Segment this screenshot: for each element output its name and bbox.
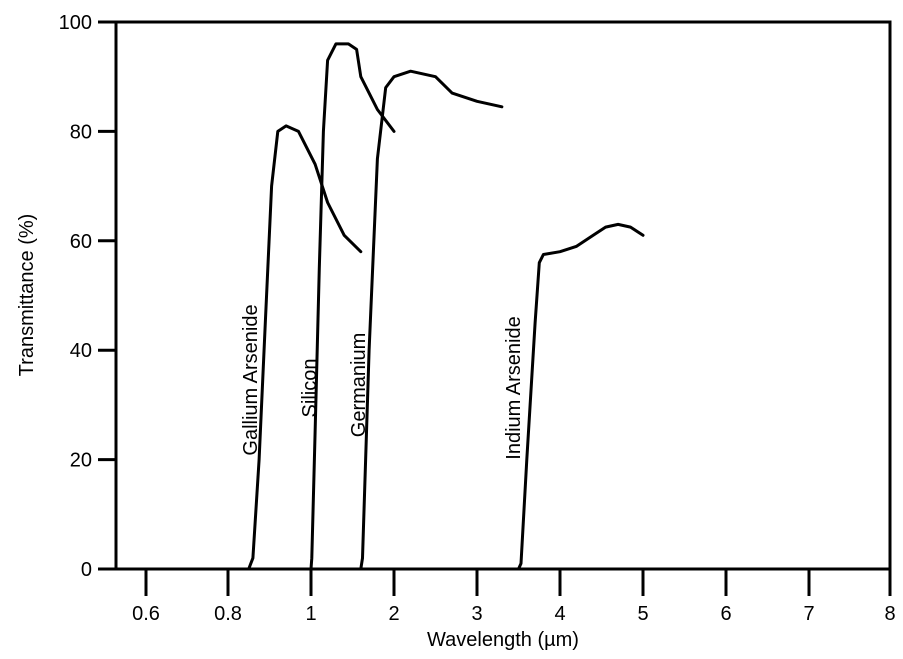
y-tick-label: 100 [59, 12, 92, 34]
x-tick-label: 7 [803, 603, 814, 625]
curve-labels: Gallium Arsenide Silicon Germanium Indium A… [240, 304, 525, 459]
series-germanium-label: Germanium [348, 333, 370, 437]
transmission-curves [247, 42, 645, 571]
x-tick-label: 3 [471, 603, 482, 625]
y-tick-label: 0 [81, 559, 92, 581]
series-silicon-line [309, 42, 396, 571]
y-tick-label: 80 [70, 121, 92, 143]
series-indium-arsenide-line [517, 222, 645, 571]
y-axis-title: Transmittance (%) [16, 214, 38, 377]
series-gallium-arsenide-label: Gallium Arsenide [240, 304, 262, 455]
y-tick-label: 20 [70, 450, 92, 472]
series-gallium-arsenide-line [247, 124, 363, 571]
x-tick-label: 4 [554, 603, 565, 625]
x-axis-ticks: 0.6 0.8 1 2 3 4 5 6 7 8 [132, 569, 896, 625]
y-tick-label: 40 [70, 340, 92, 362]
series-germanium-line [359, 69, 504, 571]
x-tick-label: 8 [884, 603, 895, 625]
y-tick-label: 60 [70, 231, 92, 253]
y-axis-ticks: 0 20 40 60 80 100 [59, 12, 116, 581]
x-tick-label: 0.8 [214, 603, 242, 625]
x-tick-label: 5 [637, 603, 648, 625]
plot-area-frame [114, 20, 892, 571]
x-axis-title: Wavelength (µm) [427, 629, 579, 651]
x-tick-label: 2 [388, 603, 399, 625]
series-indium-arsenide-label: Indium Arsenide [503, 316, 525, 459]
x-tick-label: 1 [305, 603, 316, 625]
x-tick-label: 6 [720, 603, 731, 625]
x-tick-label: 0.6 [132, 603, 160, 625]
series-silicon-label: Silicon [299, 359, 321, 418]
